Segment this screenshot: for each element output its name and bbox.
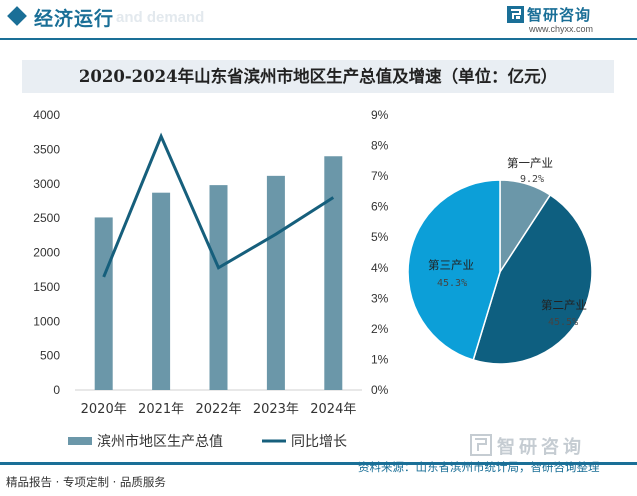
y-right-tick-label: 9% xyxy=(371,108,389,122)
pie-slice xyxy=(472,193,593,365)
header-logo[interactable]: 智研咨询 www.chyxx.com xyxy=(507,4,629,38)
y-left-tick-label: 1500 xyxy=(33,280,60,294)
y-right-tick-label: 1% xyxy=(371,352,389,366)
legend: 滨州市地区生产总值 同比增长 xyxy=(68,433,347,450)
gdp-bar xyxy=(152,192,171,390)
x-tick-label: 2022年 xyxy=(195,402,241,417)
y-axis-left: 0 500 1000 1500 2000 2500 3000 3500 4000 xyxy=(33,108,60,397)
growth-line xyxy=(102,132,335,278)
pie-label-name: 第三产业 xyxy=(428,258,474,272)
legend-bar-label: 滨州市地区生产总值 xyxy=(97,433,223,450)
y-left-tick-label: 3000 xyxy=(33,177,60,191)
legend-bar-swatch xyxy=(68,437,92,445)
header-watermark-text: and demand xyxy=(116,9,205,26)
footer-tagline: 精品报告 · 专项定制 · 品质服务 xyxy=(6,475,166,489)
y-axis-right: 0% 1% 2% 3% 4% 5% 6% 7% 8% 9% xyxy=(371,108,389,397)
brand-url[interactable]: www.chyxx.com xyxy=(529,24,594,34)
y-right-tick-label: 2% xyxy=(371,322,389,336)
y-right-tick-label: 4% xyxy=(371,261,389,275)
pie-label-name: 第一产业 xyxy=(507,156,553,170)
y-right-tick-label: 0% xyxy=(371,383,389,397)
x-tick-label: 2024年 xyxy=(310,402,356,417)
header: 经济运行 and demand 智研咨询 www.chyxx.com xyxy=(0,0,637,40)
footer-brand: 智研咨询 xyxy=(470,433,630,459)
footer-brand-name: 智研咨询 xyxy=(497,437,585,458)
gdp-bar xyxy=(94,217,113,390)
pie-label-value: 45.3% xyxy=(437,278,467,289)
gdp-bar xyxy=(209,185,228,390)
brand-logo-icon xyxy=(507,6,524,23)
x-axis: 2020年 2021年 2022年 2023年 2024年 xyxy=(81,402,357,417)
brand-name: 智研咨询 xyxy=(527,6,592,24)
y-left-tick-label: 1000 xyxy=(33,314,60,328)
y-left-tick-label: 2000 xyxy=(33,246,60,260)
pie-label-value: 45.5% xyxy=(548,317,578,328)
legend-line-label: 同比增长 xyxy=(291,434,347,450)
y-right-tick-label: 7% xyxy=(371,169,389,183)
bar-series xyxy=(94,156,343,390)
y-left-tick-label: 0 xyxy=(53,383,60,397)
section-title: 经济运行 xyxy=(34,8,115,30)
pie-label-primary: 第一产业 9.2% xyxy=(507,156,553,185)
x-tick-label: 2021年 xyxy=(138,402,184,417)
x-tick-label: 2023年 xyxy=(253,402,299,417)
chart-title: 2020-2024年山东省滨州市地区生产总值及增速（单位：亿元） xyxy=(22,60,614,93)
pie-label-value: 9.2% xyxy=(520,174,544,185)
pie-slices xyxy=(407,179,593,365)
pie-slice xyxy=(407,179,501,361)
pie-label-secondary: 第二产业 45.5% xyxy=(541,298,587,328)
brand-watermark-icon xyxy=(470,434,492,456)
pie-label-tertiary: 第三产业 45.3% xyxy=(428,258,474,289)
gdp-bar xyxy=(266,175,285,390)
y-right-tick-label: 8% xyxy=(371,139,389,153)
pie-label-name: 第二产业 xyxy=(541,298,587,312)
y-right-tick-label: 3% xyxy=(371,291,389,305)
y-left-tick-label: 3500 xyxy=(33,142,60,156)
y-left-tick-label: 500 xyxy=(40,349,60,363)
x-tick-label: 2020年 xyxy=(81,402,127,417)
y-right-tick-label: 5% xyxy=(371,230,389,244)
footer-divider xyxy=(0,462,637,465)
y-right-tick-label: 6% xyxy=(371,200,389,214)
gdp-bar xyxy=(324,156,343,390)
y-left-tick-label: 2500 xyxy=(33,211,60,225)
header-divider xyxy=(0,38,637,40)
y-left-tick-label: 4000 xyxy=(33,108,60,122)
